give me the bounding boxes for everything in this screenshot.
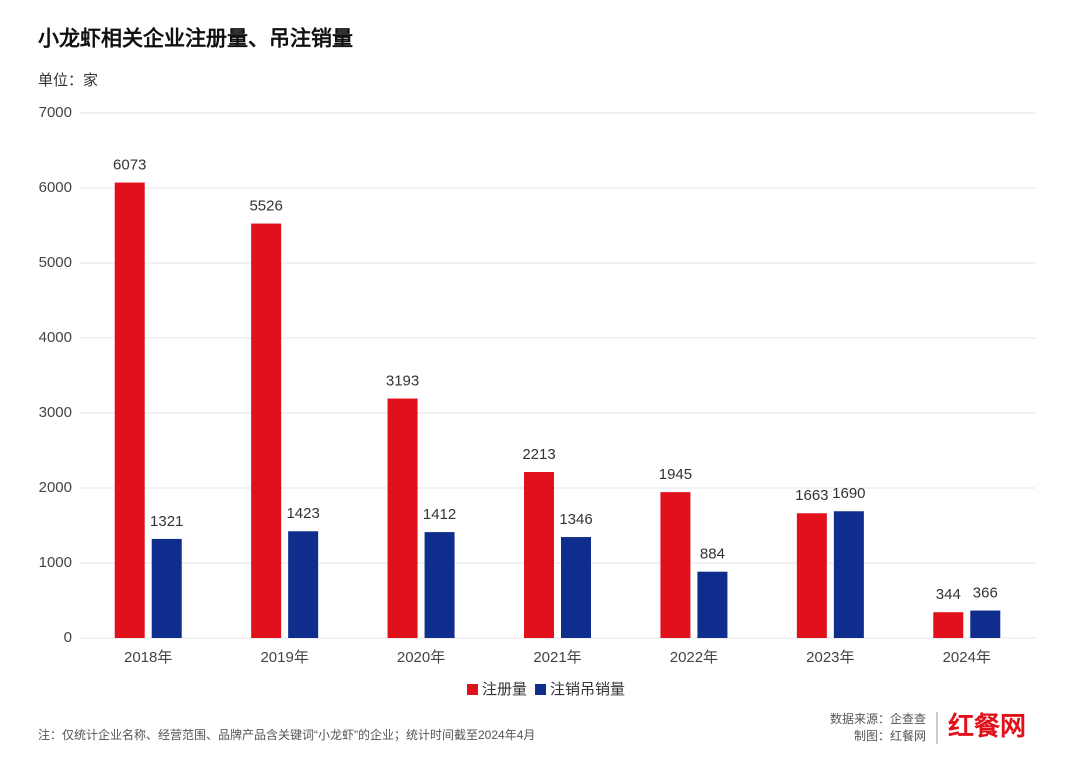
credit: 制图：红餐网 xyxy=(854,728,926,743)
unit-label: 单位：家 xyxy=(38,72,98,89)
bar xyxy=(561,537,591,638)
value-label: 2213 xyxy=(522,446,555,463)
value-label: 884 xyxy=(700,546,725,563)
bar xyxy=(697,571,728,638)
value-label: 3193 xyxy=(386,372,419,389)
legend-swatch xyxy=(467,684,478,695)
x-tick-label: 2022年 xyxy=(670,649,718,666)
value-label: 1346 xyxy=(559,511,592,528)
source: 数据来源：企查查 xyxy=(830,711,926,726)
y-tick-label: 3000 xyxy=(39,404,72,421)
bar xyxy=(933,612,964,638)
value-label: 1423 xyxy=(286,505,319,522)
bar xyxy=(387,398,418,638)
legend-label: 注册量 xyxy=(482,681,527,698)
value-label: 6073 xyxy=(113,156,146,173)
x-tick-label: 2020年 xyxy=(397,649,445,666)
value-label: 344 xyxy=(936,586,961,603)
bar xyxy=(833,511,864,638)
bar xyxy=(660,492,691,638)
y-tick-label: 5000 xyxy=(39,254,72,271)
value-label: 1690 xyxy=(832,485,865,502)
logo: 红餐网 xyxy=(948,711,1026,741)
bar xyxy=(424,532,455,638)
y-tick-label: 0 xyxy=(64,629,72,646)
value-label: 1321 xyxy=(150,513,183,530)
value-label: 366 xyxy=(973,585,998,602)
y-tick-label: 7000 xyxy=(39,104,72,121)
x-tick-label: 2019年 xyxy=(260,649,308,666)
x-tick-label: 2021年 xyxy=(533,649,581,666)
bar xyxy=(796,513,827,638)
y-tick-label: 2000 xyxy=(39,479,72,496)
bar xyxy=(151,538,182,638)
y-tick-label: 1000 xyxy=(39,554,72,571)
value-label: 1412 xyxy=(423,506,456,523)
bar xyxy=(970,610,1001,638)
bar xyxy=(114,182,145,638)
bar xyxy=(288,531,319,638)
chart-title: 小龙虾相关企业注册量、吊注销量 xyxy=(38,27,353,51)
x-tick-label: 2018年 xyxy=(124,649,172,666)
value-label: 1945 xyxy=(659,466,692,483)
y-tick-label: 4000 xyxy=(39,329,72,346)
bar xyxy=(524,472,554,638)
legend-swatch xyxy=(535,684,547,695)
footnote: 注：仅统计企业名称、经营范围、品牌产品含关键词“小龙虾”的企业；统计时间截至20… xyxy=(38,727,535,742)
value-label: 5526 xyxy=(249,198,282,215)
x-tick-label: 2023年 xyxy=(806,649,854,666)
value-label: 1663 xyxy=(795,487,828,504)
legend-label: 注销吊销量 xyxy=(550,681,625,698)
y-tick-label: 6000 xyxy=(39,179,72,196)
bar xyxy=(251,223,282,639)
x-tick-label: 2024年 xyxy=(943,649,991,666)
